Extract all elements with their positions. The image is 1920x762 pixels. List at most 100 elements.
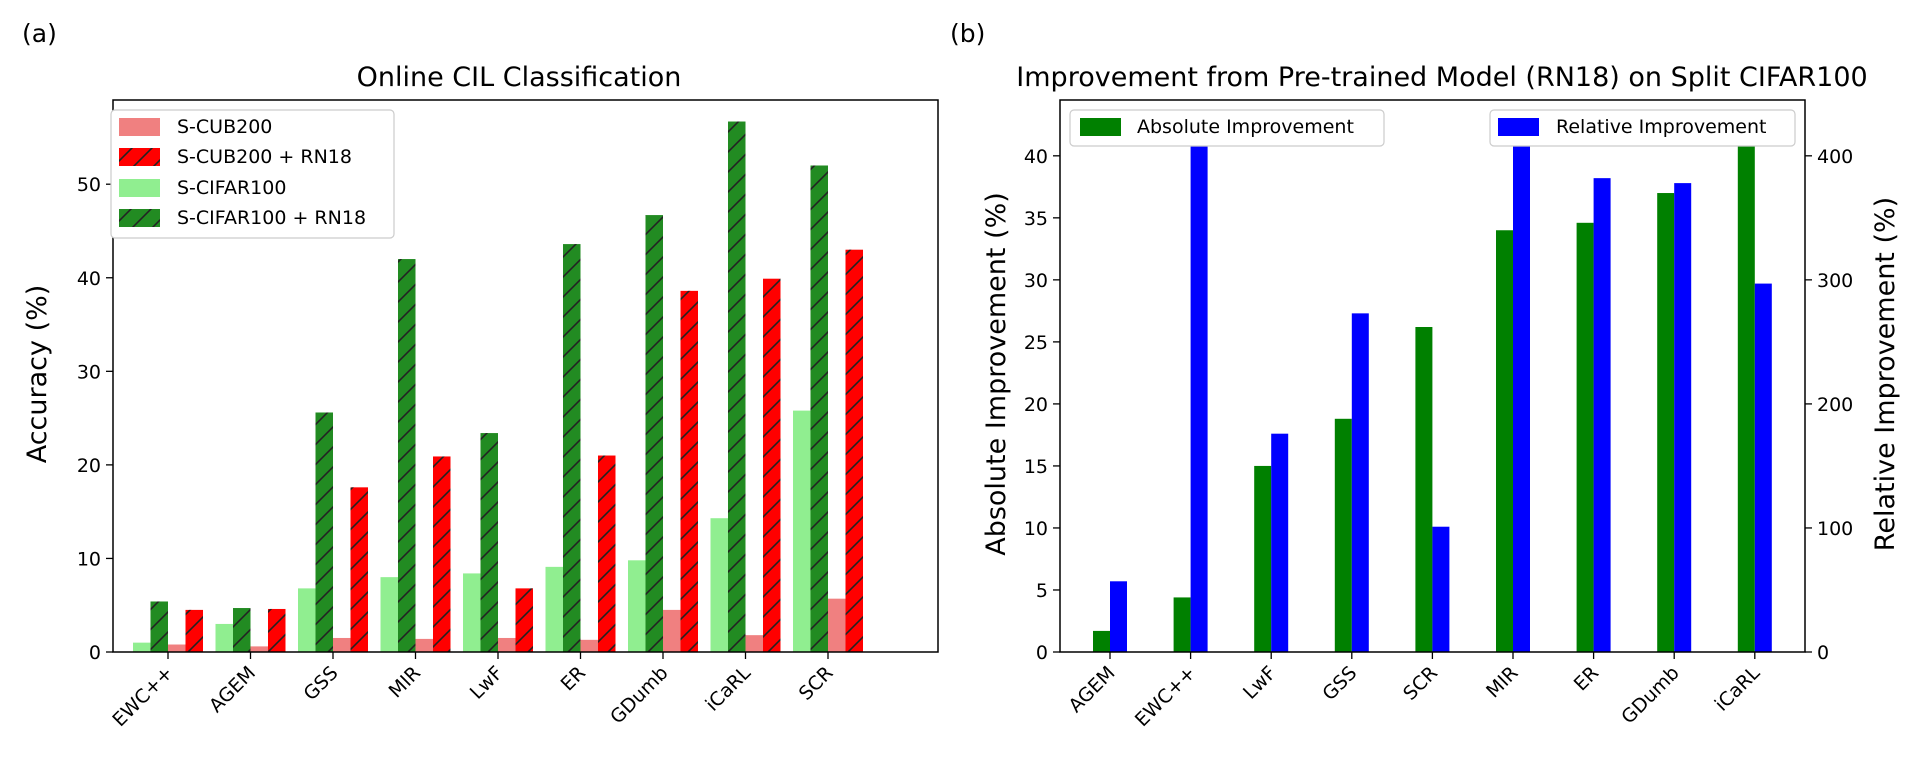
bar-absolute-improvement-er	[1576, 222, 1594, 652]
chart-b-ytick-left-label-10: 10	[1024, 518, 1048, 540]
chart-a-ytick-label-0: 0	[89, 642, 101, 664]
improvement-chart: Improvement from Pre-trained Model (RN18…	[981, 62, 1901, 731]
bar-s-cub200-icarl	[745, 635, 763, 652]
bar-relative-improvement-icarl	[1754, 283, 1772, 652]
chart-a-ytick-label-40: 40	[77, 268, 101, 290]
chart-b-ytick-left-label-25: 25	[1024, 332, 1048, 354]
bar-s-cifar100-mir	[380, 577, 398, 652]
bar-absolute-improvement-scr	[1415, 327, 1433, 652]
legend-swatch-relative	[1498, 118, 1539, 136]
legend-label-s-cub200: S-CUB200	[177, 116, 272, 138]
legend-label-s-cub200-rn18: S-CUB200 + RN18	[177, 146, 352, 168]
bar-s-cub200-scr	[828, 598, 846, 652]
bar-s-cifar100-ewcplusplus	[133, 642, 151, 652]
chart-b-xtick-label-icarl: iCaRL	[1711, 662, 1765, 716]
chart-b-xtick-label-ewcplusplus: EWC++	[1131, 662, 1200, 731]
chart-a-xtick-label-icarl: iCaRL	[701, 662, 755, 716]
chart-a-legend-box	[110, 109, 395, 239]
bar-s-cub200-gdumb	[663, 609, 681, 652]
legend-label-absolute: Absolute Improvement	[1137, 116, 1354, 138]
bar-s-cifar100-icarl	[710, 518, 728, 652]
chart-b-legend-relative: Relative Improvement	[1489, 109, 1796, 147]
bar-hatch-s-cifar100-plus-rn18-gdumb	[645, 215, 663, 652]
bar-hatch-s-cub200-plus-rn18-gdumb	[680, 290, 698, 652]
bar-hatch-s-cub200-plus-rn18-gss	[350, 487, 368, 652]
chart-a-ylabel: Accuracy (%)	[22, 285, 53, 464]
accuracy-chart: Online CIL Classification Accuracy (%) 0…	[22, 62, 939, 731]
chart-b-xtick-label-agem: AGEM	[1065, 662, 1120, 717]
bar-relative-improvement-scr	[1432, 526, 1450, 652]
chart-a-xtick-label-gss: GSS	[300, 662, 343, 705]
bar-s-cifar100-gdumb	[628, 560, 646, 652]
chart-b-yticks-left: 0 5 10 15 20 25 30 35 40	[1024, 146, 1060, 664]
chart-b-xtick-label-mir: MIR	[1482, 662, 1522, 702]
bar-s-cifar100-agem	[215, 623, 233, 652]
bar-hatch-s-cub200-plus-rn18-lwf	[515, 588, 533, 652]
chart-a-xtick-label-mir: MIR	[385, 662, 425, 702]
legend-label-s-cifar100: S-CIFAR100	[177, 177, 286, 199]
bar-hatch-s-cub200-plus-rn18-ewcplusplus	[185, 609, 203, 652]
chart-a-xtick-label-er: ER	[557, 662, 590, 695]
bar-absolute-improvement-icarl	[1737, 126, 1755, 652]
chart-a-xtick-label-lwf: LwF	[466, 662, 508, 704]
chart-a-xtick-label-gdumb: GDumb	[606, 662, 672, 728]
panel-a-label: (a)	[22, 19, 57, 48]
chart-b-xtick-label-scr: SCR	[1399, 662, 1442, 705]
chart-a-yticks: 0 10 20 30 40 50	[77, 174, 113, 664]
chart-a-legend: S-CUB200 S-CUB200 + RN18 S-CIFAR100 S-CI…	[110, 109, 395, 239]
bar-hatch-s-cub200-plus-rn18-er	[598, 455, 616, 652]
chart-b-ytick-right-label-200: 200	[1817, 394, 1853, 416]
bar-s-cub200-lwf	[498, 637, 516, 652]
bar-hatch-s-cub200-plus-rn18-icarl	[763, 278, 781, 652]
chart-b-xtick-label-gdumb: GDumb	[1617, 662, 1683, 728]
chart-a-xtick-label-scr: SCR	[795, 662, 838, 705]
chart-b-ytick-right-label-100: 100	[1817, 518, 1853, 540]
chart-b-ytick-left-label-15: 15	[1024, 456, 1048, 478]
bar-relative-improvement-gss	[1351, 313, 1369, 652]
chart-b-ytick-left-label-0: 0	[1036, 642, 1048, 664]
chart-a-xticks: EWC++ AGEM GSS MIR LwF ER GDumb iCaRL SCR	[108, 652, 838, 731]
bar-hatch-s-cifar100-plus-rn18-mir	[398, 259, 416, 652]
panel-b-label: (b)	[950, 19, 985, 48]
chart-b-ytick-right-label-400: 400	[1817, 146, 1853, 168]
bar-hatch-s-cifar100-plus-rn18-icarl	[728, 121, 746, 652]
chart-a-ytick-label-10: 10	[77, 548, 101, 570]
legend-label-relative: Relative Improvement	[1556, 116, 1766, 138]
chart-b-bars	[1093, 112, 1772, 653]
bar-hatch-s-cub200-plus-rn18-mir	[433, 456, 451, 652]
bar-hatch-s-cub200-plus-rn18-scr	[845, 249, 863, 652]
chart-b-yticks-right: 0 100 200 300 400	[1805, 146, 1853, 664]
chart-b-ylabel-left: Absolute Improvement (%)	[981, 192, 1012, 556]
bar-s-cifar100-er	[545, 566, 563, 652]
bar-s-cifar100-scr	[793, 410, 811, 652]
chart-b-ytick-right-label-0: 0	[1817, 642, 1829, 664]
bar-absolute-improvement-agem	[1093, 630, 1110, 652]
bar-s-cub200-agem	[250, 646, 268, 652]
chart-b-ylabel-right: Relative Improvement (%)	[1870, 197, 1901, 551]
chart-b-ytick-left-label-30: 30	[1024, 270, 1048, 292]
bar-hatch-s-cub200-plus-rn18-agem	[268, 608, 286, 652]
bar-relative-improvement-lwf	[1271, 433, 1289, 652]
legend-swatch-s-cub200-rn18-hatch	[119, 148, 160, 166]
bar-s-cifar100-gss	[298, 588, 316, 652]
chart-b-xticks: AGEM EWC++ LwF GSS SCR MIR ER GDumb iCaRL	[1065, 652, 1765, 731]
bar-relative-improvement-er	[1593, 178, 1611, 652]
bar-hatch-s-cifar100-plus-rn18-er	[563, 244, 581, 652]
bar-s-cifar100-lwf	[463, 573, 481, 652]
bar-relative-improvement-gdumb	[1674, 183, 1692, 652]
bar-hatch-s-cifar100-plus-rn18-lwf	[480, 433, 498, 652]
bar-hatch-s-cifar100-plus-rn18-gss	[315, 412, 333, 652]
chart-b-ytick-left-label-5: 5	[1036, 580, 1048, 602]
chart-b-legend-absolute-box	[1069, 109, 1385, 147]
chart-a-ytick-label-30: 30	[77, 361, 101, 383]
chart-b-xtick-label-lwf: LwF	[1239, 662, 1281, 704]
chart-a-frame	[112, 99, 939, 653]
bar-absolute-improvement-gdumb	[1657, 193, 1675, 653]
legend-swatch-s-cifar100	[119, 179, 160, 197]
chart-a-xtick-label-agem: AGEM	[205, 662, 260, 717]
bar-s-cub200-gss	[333, 637, 351, 652]
chart-a-title: Online CIL Classification	[357, 62, 682, 93]
bar-relative-improvement-agem	[1110, 581, 1127, 652]
chart-b-xtick-label-er: ER	[1570, 662, 1603, 695]
chart-a-bars	[133, 121, 863, 653]
